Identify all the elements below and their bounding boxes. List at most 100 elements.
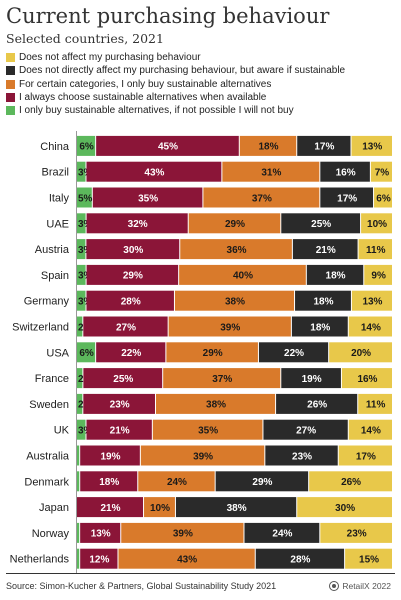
data-label: 6% [376,193,391,204]
bar-segment-certain-categories [203,187,320,208]
chart-subtitle: Selected countries, 2021 [6,31,164,46]
data-label: 18% [313,297,333,308]
data-label: 29% [203,348,223,359]
bar-segment-certain-categories [166,342,258,363]
bar-segment-certain-categories [121,522,244,543]
data-label: 39% [220,322,240,333]
bar-segment-always-sustainable [86,213,188,234]
legend-swatch [6,93,15,103]
bar-segment-aware [292,239,358,260]
chart-title: Current purchasing behaviour [6,4,330,28]
data-label: 5% [78,193,93,204]
data-label: 24% [167,477,187,488]
data-label: 18% [310,322,330,333]
data-label: 16% [357,374,377,385]
data-label: 14% [361,426,381,437]
bar-segment-always-sustainable [86,419,152,440]
category-label: Netherlands [10,554,70,566]
bar-segment-only-sustainable [77,264,86,285]
data-label: 39% [173,529,193,540]
data-label: 13% [362,142,382,153]
data-label: 17% [356,451,376,462]
legend-item-only-sustainable: I only buy sustainable alternatives, if … [6,104,400,117]
category-label: Brazil [41,167,69,179]
bar-segment-always-sustainable [83,393,155,414]
bar-segment-only-sustainable [77,187,92,208]
bar-segment-aware [320,161,370,182]
bar-segment-only-sustainable [77,548,80,569]
data-label: 25% [311,219,331,230]
bar-segment-aware [258,342,329,363]
bar-segment-not-affect [351,290,392,311]
legend-label: Does not affect my purchasing behaviour [19,52,201,64]
bar-segment-only-sustainable [77,445,80,466]
data-label: 17% [314,142,334,153]
data-label: 18% [99,477,119,488]
category-label: Sweden [29,399,69,411]
bar-segment-certain-categories [174,290,295,311]
bar-segment-certain-categories [168,316,291,337]
bar-segment-not-affect [358,239,392,260]
data-label: 3% [78,271,93,282]
category-label: Germany [24,296,70,308]
data-label: 18% [259,142,279,153]
bar-segment-not-affect [297,497,392,518]
bar-segment-always-sustainable [96,342,166,363]
bar-segment-certain-categories [140,445,265,466]
data-label: 38% [206,400,226,411]
bar-segment-not-affect [320,522,392,543]
data-label: 37% [212,374,232,385]
legend-item-certain-categories: For certain categories, I only buy susta… [6,78,400,91]
legend-swatch [6,106,15,116]
data-label: 20% [351,348,371,359]
bar-segment-always-sustainable [80,471,138,492]
data-label: 40% [233,271,253,282]
data-label: 23% [347,529,367,540]
data-label: 31% [261,168,281,179]
bar-segment-aware [255,548,345,569]
data-label: 35% [198,426,218,437]
bar-segment-only-sustainable [77,290,86,311]
category-label: Austria [35,244,70,256]
bar-segment-aware [276,393,358,414]
category-label: Switzerland [12,322,69,334]
bar-segment-not-affect [364,264,392,285]
bar-segment-certain-categories [156,393,276,414]
bar-segment-always-sustainable [92,187,203,208]
bar-segment-aware [281,213,361,234]
bar-segment-not-affect [370,161,392,182]
data-label: 28% [121,297,141,308]
bar-segment-aware [291,316,348,337]
data-label: 35% [138,193,158,204]
bar-segment-not-affect [374,187,392,208]
data-label: 17% [337,193,357,204]
data-label: 22% [121,348,141,359]
data-label: 14% [361,322,381,333]
legend-label: Does not directly affect my purchasing b… [19,65,346,77]
bar-segment-aware [244,522,320,543]
data-label: 39% [193,451,213,462]
bar-segment-aware [265,445,338,466]
bar-segment-certain-categories [118,548,255,569]
bar-segment-certain-categories [152,419,263,440]
category-label: Japan [39,502,69,514]
bar-segment-not-affect [329,342,392,363]
data-label: 13% [362,297,382,308]
bar-segment-aware [175,497,297,518]
chart-legend: Does not affect my purchasing behaviour … [6,51,400,117]
source-note: Source: Simon-Kucher & Partners, Global … [6,581,277,591]
data-label: 23% [292,451,312,462]
bar-segment-not-affect [341,368,392,389]
data-label: 30% [335,503,355,514]
data-label: 43% [177,555,197,566]
data-label: 12% [89,555,109,566]
data-label: 11% [366,245,386,256]
category-label: Australia [26,451,70,463]
bar-segment-always-sustainable [83,368,163,389]
bar-segment-only-sustainable [77,161,86,182]
bar-segment-certain-categories [239,135,297,156]
bar-segment-not-affect [348,316,392,337]
category-label: Italy [49,193,70,205]
data-label: 28% [290,555,310,566]
bar-segment-not-affect [309,471,392,492]
